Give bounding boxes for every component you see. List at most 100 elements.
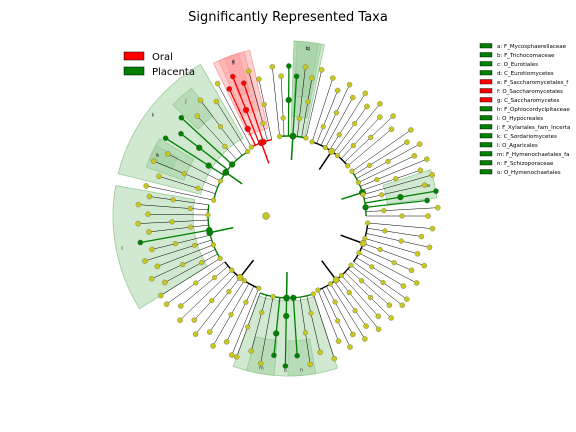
clade-stem-branch <box>239 259 255 278</box>
clade-root-node <box>332 276 340 284</box>
cladogram-nodes <box>135 63 441 369</box>
clade-label-d: d <box>307 46 310 52</box>
key-label-c: c: O_Eurotiales <box>497 62 538 68</box>
leaf-branch <box>273 297 281 356</box>
leaf-node <box>146 193 153 200</box>
leaf-node <box>347 344 353 350</box>
tree-node <box>397 193 404 201</box>
tree-node <box>393 176 399 182</box>
leaf-branch <box>228 88 256 146</box>
tree-node <box>296 116 302 122</box>
tree-node <box>359 278 365 284</box>
tree-node <box>228 312 234 318</box>
tree-node <box>193 280 199 286</box>
tree-node <box>369 264 375 270</box>
leaf-branch <box>226 285 255 342</box>
clade-label-j: j <box>184 99 186 105</box>
key-swatch-g <box>479 97 493 103</box>
clade-label-a: a <box>427 183 430 189</box>
key-label-b: b: F_Trichocomaceae <box>497 53 555 59</box>
tree-node <box>209 298 215 304</box>
leaf-branch <box>217 83 252 148</box>
leaf-node <box>433 188 439 194</box>
tree-node <box>345 163 351 169</box>
leaf-branch <box>180 117 233 165</box>
key-label-l: l: O_Agaricales <box>497 143 538 149</box>
tree-node <box>260 120 266 126</box>
key-swatch-l <box>479 142 493 148</box>
key-label-e: e: F_Saccharomycetales_f <box>497 80 569 86</box>
leaf-branch <box>362 174 433 195</box>
tree-node <box>195 185 201 191</box>
leaf-branch <box>358 155 415 183</box>
tree-node <box>273 330 280 337</box>
clade-label-b: b <box>306 46 309 52</box>
tree-node <box>334 153 340 159</box>
leaf-branch <box>149 196 209 206</box>
tree-node <box>261 101 267 108</box>
tree-node <box>228 161 236 168</box>
clade-root-node <box>236 274 244 281</box>
tree-node <box>181 171 187 177</box>
tree-node <box>332 299 338 305</box>
tree-node <box>346 289 352 296</box>
legend-label-oral: Oral <box>152 52 173 63</box>
leaf-node <box>388 315 394 321</box>
clade-label-c: c <box>306 46 309 52</box>
leaf-node <box>293 73 300 80</box>
leaf-node <box>350 331 356 338</box>
leaf-node <box>194 113 201 119</box>
leaf-node <box>256 76 262 82</box>
tree-node <box>277 133 283 139</box>
leaf-node <box>162 279 168 286</box>
key-swatch-o <box>479 169 493 175</box>
key-label-h: h: F_Ophiocordycipitaceae <box>497 107 570 113</box>
leaf-branch <box>301 78 313 138</box>
leaf-node <box>386 302 393 308</box>
leaf-branch <box>180 133 229 171</box>
tree-node <box>338 272 345 279</box>
tree-node <box>270 294 276 300</box>
leaf-node <box>377 101 383 107</box>
clade-label-h: h <box>156 153 159 159</box>
tree-node <box>217 178 224 184</box>
leaf-branch <box>157 244 214 267</box>
leaf-node <box>135 220 141 227</box>
leaf-node <box>210 343 216 349</box>
leaf-node <box>162 135 169 141</box>
leaf-node <box>429 225 436 232</box>
clade-stem-branch <box>290 136 294 161</box>
figure-title: Significantly Represented Taxa <box>188 10 388 25</box>
key-swatch-a <box>479 43 493 49</box>
leaf-branch <box>361 247 412 271</box>
leaf-node <box>364 103 370 110</box>
key-swatch-j <box>479 124 493 130</box>
tree-node <box>243 299 249 305</box>
tree-node <box>360 192 366 198</box>
tree-node <box>199 260 205 266</box>
leaf-branch <box>366 233 430 248</box>
taxa-key-legend: a: F_Mycosphaerellaceae b: F_Trichocomace… <box>479 43 570 176</box>
leaf-branch <box>305 69 322 139</box>
tree-node <box>226 289 232 295</box>
leaf-node <box>331 355 338 362</box>
leaf-node <box>206 329 213 335</box>
clade-label-l: l <box>121 246 122 252</box>
clade-sector-i <box>145 138 195 181</box>
leaf-node <box>233 354 240 360</box>
leaf-branch <box>337 278 379 330</box>
leaf-branch <box>165 137 225 176</box>
leaf-branch <box>334 281 367 327</box>
clade-letter-labels: a bcd efg hi j k l m n o <box>121 46 430 374</box>
leaf-branch <box>322 288 351 348</box>
tree-node <box>289 132 297 140</box>
tree-node <box>365 220 371 226</box>
clade-stem-branch <box>321 260 337 281</box>
leaf-node <box>424 156 430 162</box>
key-swatch-c <box>479 61 493 67</box>
leaf-node <box>363 323 369 329</box>
legend-swatch-oral <box>123 51 145 61</box>
leaf-node <box>271 352 277 359</box>
key-label-n: n: F_Schizoporaceae <box>497 161 554 167</box>
clade-root-node <box>222 169 230 176</box>
